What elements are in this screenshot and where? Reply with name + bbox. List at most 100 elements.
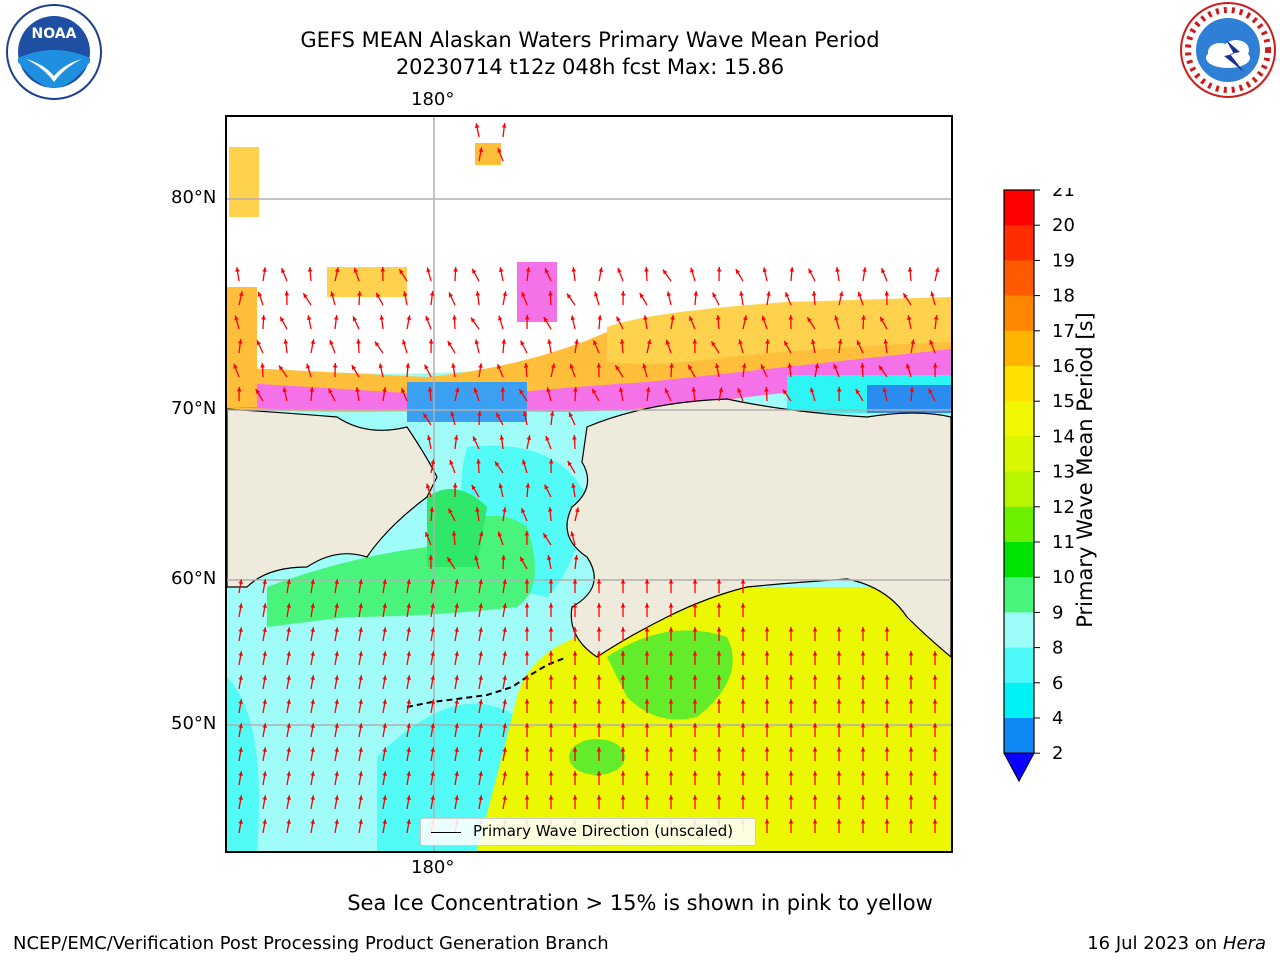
wave-arrow-head bbox=[764, 771, 770, 776]
wave-arrow-head bbox=[910, 339, 916, 345]
wave-arrow-head bbox=[932, 675, 938, 680]
wave-arrow-head bbox=[502, 291, 508, 297]
wave-arrow-head bbox=[332, 363, 338, 368]
wave-arrow-head bbox=[572, 723, 578, 728]
wave-arrow-head bbox=[760, 364, 766, 370]
wave-arrow-head bbox=[645, 387, 651, 392]
wave-arrow-head bbox=[570, 315, 576, 321]
wave-arrow-head bbox=[358, 819, 363, 824]
wave-arrow-head bbox=[358, 699, 363, 704]
wave-arrow-head bbox=[334, 267, 340, 273]
wave-arrow-head bbox=[788, 675, 794, 680]
wave-arrow-head bbox=[334, 579, 339, 584]
wave-arrow-head bbox=[429, 507, 435, 512]
colorbar-tick-label: 19 bbox=[1052, 250, 1075, 271]
wave-arrow-head bbox=[406, 675, 411, 680]
wave-arrow-head bbox=[524, 747, 530, 752]
wave-arrow-head bbox=[548, 699, 554, 704]
wave-arrow-head bbox=[351, 364, 357, 370]
wave-arrow-head bbox=[478, 771, 483, 776]
wave-arrow-head bbox=[427, 387, 433, 392]
wave-arrow-head bbox=[262, 747, 267, 752]
wave-arrow-head bbox=[808, 268, 813, 274]
wave-arrow-head bbox=[598, 267, 604, 273]
wave-arrow-head bbox=[544, 484, 549, 490]
wave-arrow-head bbox=[642, 363, 647, 369]
wave-arrow-head bbox=[334, 699, 339, 704]
wave-arrow-head bbox=[788, 699, 794, 704]
wave-arrow-head bbox=[740, 723, 746, 728]
wave-arrow-head bbox=[257, 291, 263, 297]
wave-arrow-head bbox=[329, 339, 334, 345]
colorbar-tick-label: 16 bbox=[1052, 356, 1075, 377]
wave-arrow-head bbox=[546, 387, 551, 393]
wave-arrow-head bbox=[262, 603, 267, 608]
wave-arrow-head bbox=[260, 363, 265, 368]
wave-arrow-head bbox=[668, 699, 674, 704]
wave-arrow-head bbox=[567, 460, 573, 466]
colorbar-bin bbox=[1004, 577, 1034, 613]
colorbar-bin bbox=[1004, 682, 1034, 719]
wave-arrow-head bbox=[572, 747, 578, 752]
lon-label-bottom: 180° bbox=[411, 857, 455, 878]
wave-arrow-head bbox=[812, 651, 818, 656]
wave-arrow-head bbox=[836, 627, 842, 632]
wave-arrow-head bbox=[453, 435, 459, 440]
wave-arrow-head bbox=[646, 339, 652, 345]
wave-arrow-head bbox=[930, 291, 935, 297]
wave-arrow-head bbox=[238, 723, 243, 728]
wave-arrow-head bbox=[908, 675, 914, 680]
wave-arrow-head bbox=[643, 315, 648, 320]
wave-arrow-head bbox=[502, 651, 507, 656]
wave-arrow-head bbox=[382, 795, 387, 800]
colorbar-tick-label: 15 bbox=[1052, 391, 1075, 412]
wave-arrow-head bbox=[860, 675, 866, 680]
wave-arrow-head bbox=[644, 675, 650, 680]
wave-arrow-head bbox=[615, 365, 620, 371]
colorbar-tick-label: 12 bbox=[1052, 497, 1075, 518]
wave-arrow-head bbox=[810, 387, 815, 393]
wave-arrow-head bbox=[286, 795, 291, 800]
wave-arrow-head bbox=[761, 315, 767, 321]
wave-arrow-head bbox=[310, 819, 315, 824]
wave-arrow-head bbox=[310, 651, 315, 656]
wave-arrow-head bbox=[497, 364, 502, 370]
wave-arrow-head bbox=[932, 747, 938, 752]
wave-arrow-head bbox=[836, 819, 842, 824]
wave-arrow-head bbox=[425, 532, 430, 538]
wave-arrow-head bbox=[382, 699, 387, 704]
wave-arrow-head bbox=[478, 627, 483, 632]
colorbar-tick-label: 18 bbox=[1052, 286, 1075, 307]
wave-arrow-head bbox=[932, 363, 938, 368]
wave-arrow-head bbox=[475, 291, 481, 296]
wave-arrow-head bbox=[572, 675, 578, 680]
wave-arrow-head bbox=[644, 723, 650, 728]
wave-arrow-head bbox=[692, 675, 698, 680]
wave-arrow-head bbox=[668, 747, 674, 752]
wave-arrow-head bbox=[237, 339, 243, 344]
wave-arrow-head bbox=[498, 267, 504, 273]
wave-arrow-head bbox=[286, 699, 291, 704]
wave-arrow-head bbox=[378, 363, 384, 369]
wave-arrow-head bbox=[812, 771, 818, 776]
wave-arrow-head bbox=[550, 363, 556, 369]
colorbar-svg: 21 20 19 18 17 16 15 14 13 12 11 10 9 8 6 4 2 bbox=[1003, 180, 1075, 783]
wave-arrow-head bbox=[596, 579, 602, 584]
wave-arrow-head bbox=[765, 339, 770, 344]
lat-label-70: 70°N bbox=[171, 398, 217, 419]
wave-arrow-head bbox=[262, 771, 267, 776]
wave-arrow-head bbox=[836, 699, 842, 704]
wave-arrow-head bbox=[454, 627, 459, 632]
wave-arrow-head bbox=[334, 627, 339, 632]
wave-arrow-head bbox=[548, 603, 554, 608]
footer-host: Hera bbox=[1222, 933, 1266, 954]
wave-arrow-head bbox=[358, 723, 363, 728]
wave-arrow-head bbox=[478, 651, 483, 656]
wave-arrow-head bbox=[478, 603, 483, 608]
wave-arrow-head bbox=[884, 795, 890, 800]
wave-arrow-head bbox=[737, 387, 742, 393]
wave-arrow-head bbox=[596, 603, 602, 608]
wave-arrow-head bbox=[428, 339, 434, 344]
wave-arrow-head bbox=[860, 723, 866, 728]
wave-arrow-head bbox=[690, 267, 695, 273]
